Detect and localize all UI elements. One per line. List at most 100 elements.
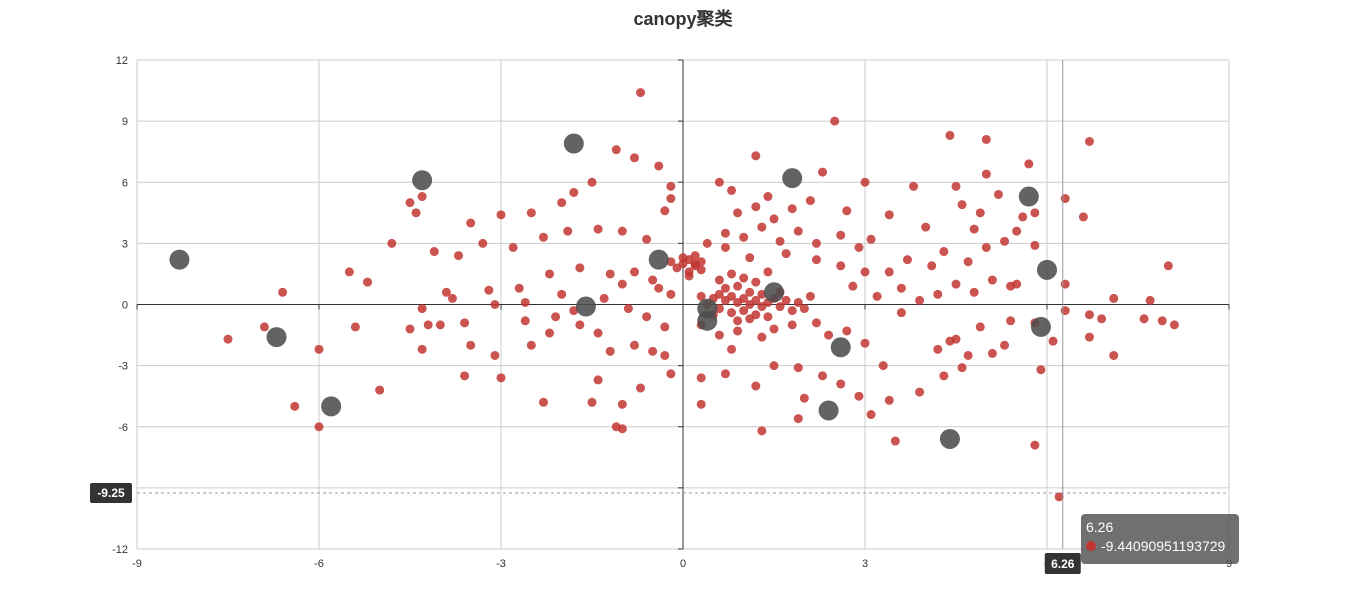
data-point[interactable] xyxy=(793,226,803,236)
cluster-center[interactable] xyxy=(1037,259,1057,280)
data-point[interactable] xyxy=(1084,310,1094,320)
data-point[interactable] xyxy=(1012,226,1022,236)
cluster-center[interactable] xyxy=(782,168,803,189)
data-point[interactable] xyxy=(714,177,724,187)
data-point[interactable] xyxy=(350,322,360,332)
data-point[interactable] xyxy=(745,314,755,324)
data-point[interactable] xyxy=(720,369,730,379)
cluster-center[interactable] xyxy=(830,337,851,358)
cluster-center[interactable] xyxy=(648,249,669,270)
data-point[interactable] xyxy=(939,247,949,257)
data-point[interactable] xyxy=(793,414,803,424)
data-point[interactable] xyxy=(490,300,500,309)
data-point[interactable] xyxy=(617,226,627,236)
data-point[interactable] xyxy=(684,271,694,281)
data-point[interactable] xyxy=(909,181,919,191)
data-point[interactable] xyxy=(435,320,445,330)
data-point[interactable] xyxy=(963,257,973,267)
data-point[interactable] xyxy=(314,422,324,432)
data-point[interactable] xyxy=(587,397,597,407)
data-point[interactable] xyxy=(745,253,755,263)
data-point[interactable] xyxy=(636,88,646,98)
data-point[interactable] xyxy=(660,350,670,360)
data-point[interactable] xyxy=(660,322,670,332)
data-point[interactable] xyxy=(1084,332,1094,342)
data-point[interactable] xyxy=(720,242,730,252)
data-point[interactable] xyxy=(223,334,233,344)
data-point[interactable] xyxy=(775,302,785,312)
data-point[interactable] xyxy=(290,401,300,411)
cluster-center[interactable] xyxy=(575,296,596,317)
data-point[interactable] xyxy=(733,316,743,326)
data-point[interactable] xyxy=(496,373,506,383)
data-point[interactable] xyxy=(951,181,961,191)
data-point[interactable] xyxy=(1109,350,1119,360)
data-point[interactable] xyxy=(520,297,530,307)
data-point[interactable] xyxy=(787,320,797,330)
data-point[interactable] xyxy=(727,308,737,318)
data-point[interactable] xyxy=(569,306,579,316)
data-point[interactable] xyxy=(811,318,821,328)
data-point[interactable] xyxy=(981,169,991,179)
data-point[interactable] xyxy=(405,198,415,208)
data-point[interactable] xyxy=(508,242,518,252)
data-point[interactable] xyxy=(617,424,627,434)
data-point[interactable] xyxy=(545,269,555,279)
data-point[interactable] xyxy=(1078,212,1088,222)
data-point[interactable] xyxy=(733,326,743,336)
data-point[interactable] xyxy=(751,381,761,391)
data-point[interactable] xyxy=(805,196,815,206)
data-point[interactable] xyxy=(793,363,803,373)
data-point[interactable] xyxy=(751,295,761,305)
data-point[interactable] xyxy=(520,316,530,326)
data-point[interactable] xyxy=(1030,440,1040,450)
data-point[interactable] xyxy=(830,116,840,126)
data-point[interactable] xyxy=(872,291,882,301)
data-point[interactable] xyxy=(629,267,639,277)
data-point[interactable] xyxy=(423,320,433,330)
data-point[interactable] xyxy=(538,397,548,407)
data-point[interactable] xyxy=(629,153,639,163)
data-point[interactable] xyxy=(660,206,670,216)
data-point[interactable] xyxy=(787,306,797,316)
data-point[interactable] xyxy=(587,177,597,187)
data-point[interactable] xyxy=(836,379,846,389)
data-point[interactable] xyxy=(957,200,967,210)
data-point[interactable] xyxy=(993,189,1003,199)
data-point[interactable] xyxy=(751,151,761,161)
data-point[interactable] xyxy=(969,224,979,234)
data-point[interactable] xyxy=(538,232,548,242)
data-point[interactable] xyxy=(1018,212,1028,222)
data-point[interactable] xyxy=(557,289,567,299)
data-point[interactable] xyxy=(751,277,761,287)
data-point[interactable] xyxy=(781,295,791,305)
data-point[interactable] xyxy=(805,291,815,301)
data-point[interactable] xyxy=(1000,236,1010,246)
data-point[interactable] xyxy=(441,287,451,297)
data-point[interactable] xyxy=(1163,261,1173,271)
data-point[interactable] xyxy=(454,251,464,261)
data-point[interactable] xyxy=(1109,293,1119,303)
data-point[interactable] xyxy=(666,369,676,379)
data-point[interactable] xyxy=(278,287,288,297)
cluster-center[interactable] xyxy=(412,170,433,191)
data-point[interactable] xyxy=(1048,336,1058,346)
data-point[interactable] xyxy=(757,222,767,232)
data-point[interactable] xyxy=(921,222,931,232)
data-point[interactable] xyxy=(945,336,955,346)
data-point[interactable] xyxy=(884,267,894,277)
data-point[interactable] xyxy=(811,255,821,265)
data-point[interactable] xyxy=(848,281,858,291)
data-points[interactable] xyxy=(223,88,1179,502)
data-point[interactable] xyxy=(927,261,937,271)
data-point[interactable] xyxy=(799,304,809,314)
data-point[interactable] xyxy=(933,289,943,299)
data-point[interactable] xyxy=(490,350,500,360)
data-point[interactable] xyxy=(824,330,834,340)
cluster-center[interactable] xyxy=(169,249,190,270)
data-point[interactable] xyxy=(417,344,427,354)
data-point[interactable] xyxy=(405,324,415,334)
data-point[interactable] xyxy=(648,275,658,285)
data-point[interactable] xyxy=(1145,295,1155,305)
